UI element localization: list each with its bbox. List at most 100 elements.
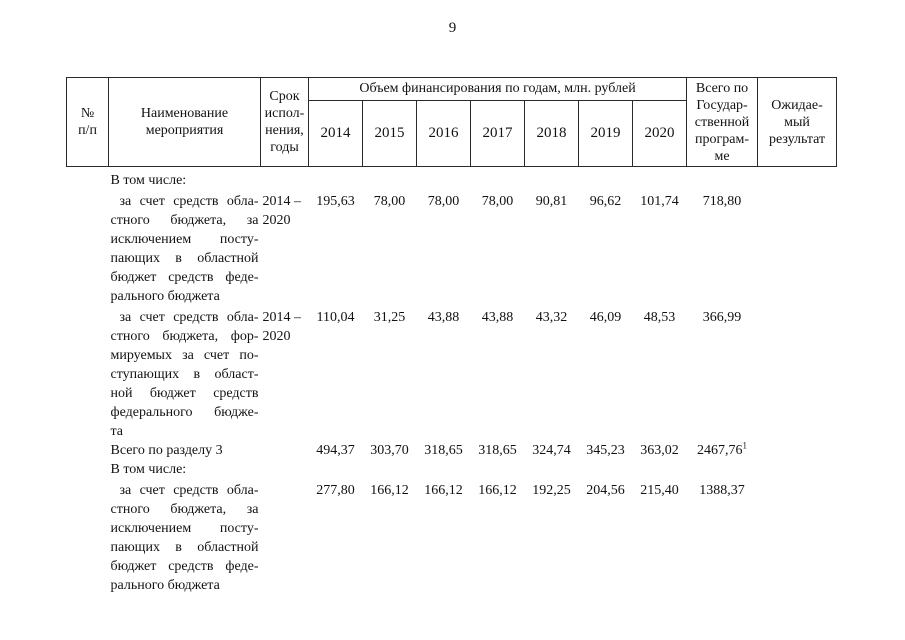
cell-num — [67, 306, 109, 441]
table-row-section3-total: Всего по разделу 3 494,37 303,70 318,65 … — [67, 441, 837, 460]
cell-empty — [471, 167, 525, 191]
table-row-regional-budget-2: за счет средств обла-стного бюджета, за и… — [67, 479, 837, 595]
funding-table: № п/п Наименование мероприятия Срок испо… — [66, 77, 838, 596]
header-cell-name: Наименование мероприятия — [108, 77, 261, 167]
cell-result — [758, 441, 837, 460]
cell-value-2019: 96,62 — [589, 194, 622, 209]
header-year-2018: 2018 — [524, 100, 579, 167]
row-label: Всего по разделу 3 — [110, 443, 223, 458]
cell-value-2015: 31,25 — [373, 310, 406, 325]
header-year-2020: 2020 — [631, 100, 688, 167]
row-label: В том числе: — [110, 462, 187, 477]
cell-value-2020: 48,53 — [643, 310, 676, 325]
cell-num — [67, 190, 109, 306]
cell-value-2019: 345,23 — [586, 443, 625, 458]
header-row-top: № п/п Наименование мероприятия Срок испо… — [66, 77, 838, 167]
cell-empty — [525, 167, 579, 191]
cell-result — [758, 190, 837, 306]
cell-term — [261, 460, 309, 479]
cell-empty — [417, 460, 471, 479]
cell-term — [261, 479, 309, 595]
header-cell-num: № п/п — [66, 77, 109, 167]
cell-empty — [579, 167, 633, 191]
cell-value-2014: 494,37 — [316, 443, 355, 458]
cell-total: 1388,37 — [699, 483, 745, 498]
header-year-2017: 2017 — [470, 100, 525, 167]
cell-empty — [363, 460, 417, 479]
row-name: за счет средств обла-стного бюджета, за и… — [110, 483, 259, 593]
cell-value-2019: 46,09 — [589, 310, 622, 325]
footnote-marker: 1 — [742, 440, 748, 451]
cell-term: 2014 – 2020 — [262, 194, 302, 228]
page-number: 9 — [448, 20, 457, 36]
cell-value-2019: 204,56 — [586, 483, 625, 498]
header-year-2014: 2014 — [308, 100, 363, 167]
cell-total — [687, 167, 758, 191]
cell-empty — [309, 460, 363, 479]
table-row-subtotal-label: В том числе: — [67, 167, 837, 191]
row-label: В том числе: — [110, 173, 187, 188]
cell-empty — [633, 167, 687, 191]
row-name: за счет средств обла-стного бюджета, за и… — [110, 194, 259, 304]
cell-total: 718,80 — [702, 194, 742, 209]
cell-value-2017: 78,00 — [481, 194, 514, 209]
cell-value-2014: 110,04 — [316, 310, 355, 325]
cell-value-2018: 324,74 — [532, 443, 571, 458]
cell-value-2020: 215,40 — [640, 483, 679, 498]
cell-num — [67, 479, 109, 595]
header-row-years: 2014 2015 2016 2017 2018 2019 2020 — [67, 100, 837, 167]
cell-empty — [363, 167, 417, 191]
cell-empty — [471, 460, 525, 479]
header-year-2015: 2015 — [362, 100, 417, 167]
cell-value-2016: 166,12 — [424, 483, 463, 498]
table-header: № п/п Наименование мероприятия Срок испо… — [66, 77, 838, 167]
cell-empty — [633, 460, 687, 479]
cell-empty — [309, 167, 363, 191]
cell-value-2018: 192,25 — [532, 483, 571, 498]
header-cell-term: Срок испол- нения, годы — [260, 77, 309, 167]
cell-total: 2467,761 — [687, 441, 758, 460]
header-year-2019: 2019 — [578, 100, 633, 167]
cell-num — [67, 167, 109, 191]
cell-value-2017: 43,88 — [481, 310, 514, 325]
cell-total — [687, 460, 758, 479]
cell-result — [758, 460, 837, 479]
cell-result — [758, 306, 837, 441]
cell-value-2015: 303,70 — [370, 443, 409, 458]
table-row-federal-sourced-budget: за счет средств обла-стного бюджета, фор… — [67, 306, 837, 441]
cell-term: 2014 – 2020 — [262, 310, 302, 344]
cell-value-2017: 166,12 — [478, 483, 517, 498]
table-body: В том числе: за счет средств обла-стного… — [67, 167, 837, 596]
cell-value-2015: 78,00 — [373, 194, 406, 209]
cell-value-2014: 195,63 — [316, 194, 355, 209]
cell-empty — [579, 460, 633, 479]
table-row-subtotal-label-2: В том числе: — [67, 460, 837, 479]
table-row-regional-budget: за счет средств обла-стного бюджета, за и… — [67, 190, 837, 306]
cell-num — [67, 460, 109, 479]
cell-empty — [417, 167, 471, 191]
cell-value-2020: 363,02 — [640, 443, 679, 458]
cell-value-2017: 318,65 — [478, 443, 517, 458]
cell-value-2016: 78,00 — [427, 194, 460, 209]
cell-value-2014: 277,80 — [316, 483, 355, 498]
header-cell-result: Ожидае- мый результат — [757, 77, 838, 167]
header-cell-total: Всего по Государ- ственной програм- ме — [686, 77, 759, 167]
cell-value-2018: 90,81 — [535, 194, 568, 209]
cell-value-2016: 318,65 — [424, 443, 463, 458]
total-value: 2467,76 — [697, 443, 743, 458]
cell-term — [261, 441, 309, 460]
cell-empty — [525, 460, 579, 479]
cell-result — [758, 479, 837, 595]
cell-value-2020: 101,74 — [640, 194, 679, 209]
cell-total: 366,99 — [702, 310, 742, 325]
header-year-2016: 2016 — [416, 100, 471, 167]
cell-value-2018: 43,32 — [535, 310, 568, 325]
cell-term — [261, 167, 309, 191]
row-name: за счет средств обла-стного бюджета, фор… — [110, 310, 259, 439]
cell-num — [67, 441, 109, 460]
cell-value-2015: 166,12 — [370, 483, 409, 498]
header-cell-funding-span: Объем финансирования по годам, млн. рубл… — [307, 77, 688, 101]
cell-result — [758, 167, 837, 191]
cell-value-2016: 43,88 — [427, 310, 460, 325]
